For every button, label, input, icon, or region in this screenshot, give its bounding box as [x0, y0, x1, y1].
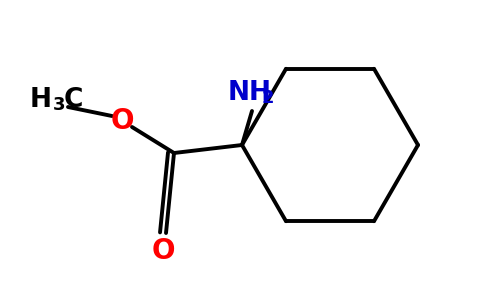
Text: H: H	[30, 87, 52, 113]
Text: C: C	[64, 87, 83, 113]
Text: O: O	[110, 107, 134, 135]
Text: NH: NH	[228, 80, 272, 106]
Text: 3: 3	[53, 96, 65, 114]
Text: O: O	[151, 237, 175, 265]
Text: 2: 2	[262, 89, 274, 107]
